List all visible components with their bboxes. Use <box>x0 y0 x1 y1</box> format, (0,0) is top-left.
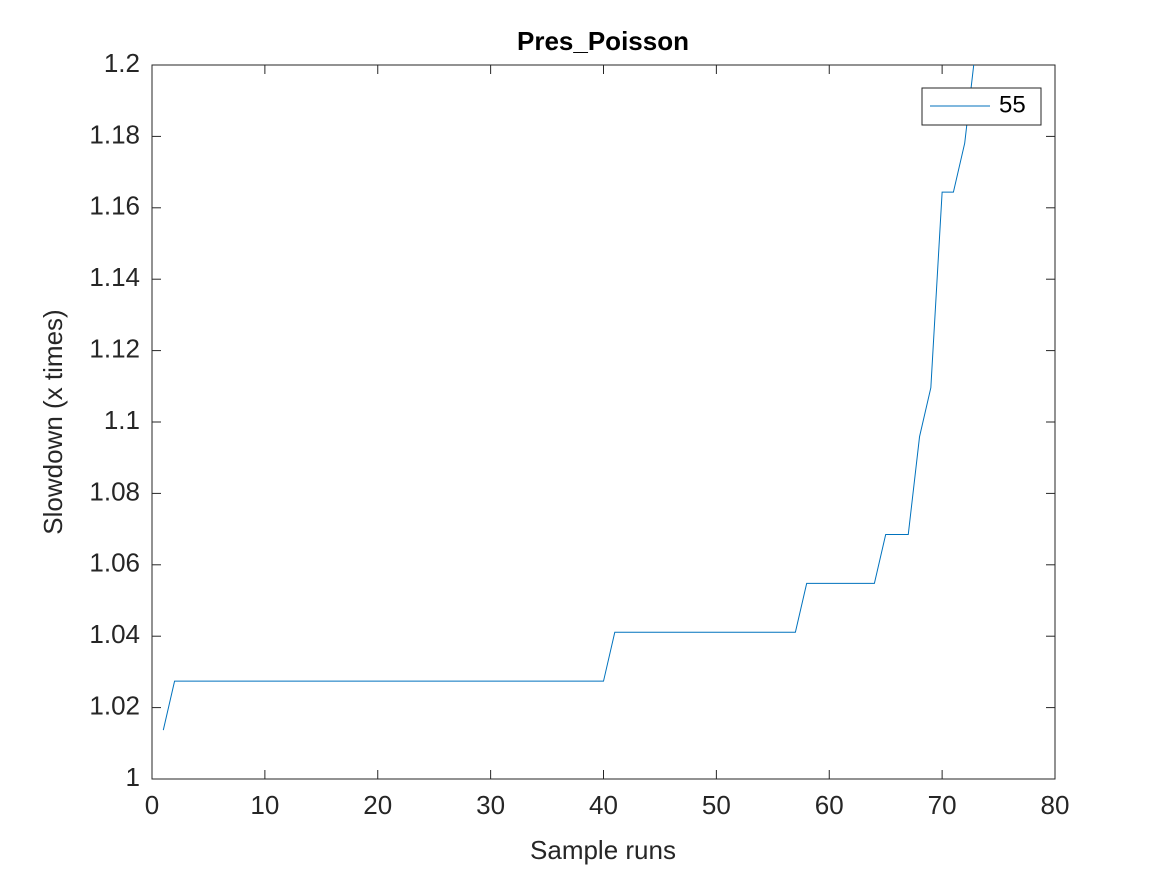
y-tick-label: 1.18 <box>89 119 140 149</box>
x-tick-label: 30 <box>476 790 505 820</box>
x-tick-label: 60 <box>815 790 844 820</box>
plot-frame <box>151 64 1056 780</box>
chart-title: Pres_Poisson <box>517 26 689 56</box>
y-tick-label: 1.02 <box>89 690 140 720</box>
x-tick-label: 80 <box>1041 790 1070 820</box>
x-tick-label: 0 <box>145 790 159 820</box>
data-line <box>162 65 975 731</box>
x-tick-label: 40 <box>589 790 618 820</box>
y-tick-label: 1.14 <box>89 262 140 292</box>
plot-area <box>162 65 975 731</box>
y-tick-label: 1.2 <box>104 48 140 78</box>
x-tick-label: 70 <box>928 790 957 820</box>
x-tick-label: 20 <box>363 790 392 820</box>
x-tick-label: 50 <box>702 790 731 820</box>
y-tick-label: 1.12 <box>89 333 140 363</box>
y-tick-label: 1.16 <box>89 191 140 221</box>
y-tick-label: 1.1 <box>104 405 140 435</box>
y-tick-label: 1 <box>126 762 140 792</box>
x-axis-label: Sample runs <box>530 835 676 865</box>
x-tick-label: 10 <box>250 790 279 820</box>
y-axis-label: Slowdown (x times) <box>38 309 68 534</box>
y-tick-label: 1.08 <box>89 476 140 506</box>
legend-label: 55 <box>999 91 1026 118</box>
y-tick-label: 1.06 <box>89 548 140 578</box>
y-tick-label: 1.04 <box>89 619 140 649</box>
